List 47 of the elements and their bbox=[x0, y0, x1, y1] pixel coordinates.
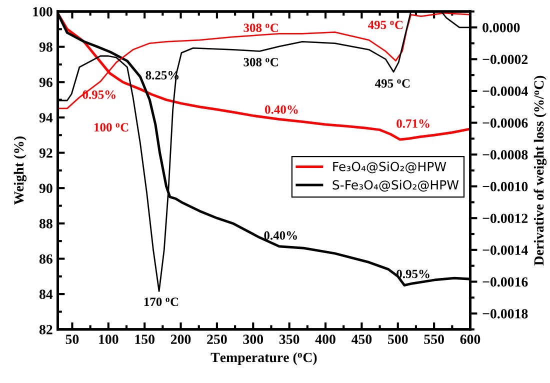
y-tick-label: 100 bbox=[33, 7, 52, 16]
annotation: 0.71% bbox=[396, 119, 430, 128]
y-tick-label: 98 bbox=[39, 42, 52, 52]
y2-axis-title: Derivative of weight loss (%/$^{o}$C) bbox=[534, 76, 547, 266]
x-tick-label: 500 bbox=[388, 334, 408, 344]
y-tick-label: 94 bbox=[39, 113, 53, 122]
x-tick-label: 400 bbox=[315, 334, 336, 344]
y-tick-label: 90 bbox=[39, 184, 52, 194]
annotation: 100 $^{o}$C bbox=[94, 123, 128, 132]
y-tick-label: 88 bbox=[39, 219, 52, 228]
y2-tick-label: 0.0000 bbox=[482, 22, 520, 32]
annotation: 0.40% bbox=[265, 105, 298, 114]
y-tick-label: 92 bbox=[39, 148, 52, 158]
y-tick-label: 86 bbox=[39, 254, 52, 264]
x-tick-label: 600 bbox=[460, 334, 480, 344]
y2-tick-label: −0.0008 bbox=[482, 150, 528, 160]
y-axis-title: Weight (%) bbox=[14, 136, 26, 205]
y2-tick-label: −0.0004 bbox=[482, 86, 528, 96]
annotation: 308 $^{o}$C bbox=[244, 24, 278, 32]
legend-label: Fe₃O₄@SiO₂@HPW bbox=[333, 162, 446, 174]
y2-tick-label: −0.0002 bbox=[482, 54, 528, 64]
x-tick-label: 550 bbox=[424, 334, 444, 344]
x-tick-label: 150 bbox=[135, 334, 154, 344]
annotation: 495 $^{o}$C bbox=[374, 79, 410, 88]
y2-tick-label: −0.0012 bbox=[482, 214, 528, 224]
x-tick-label: 350 bbox=[279, 334, 300, 344]
legend-label: S-Fe₃O₄@SiO₂@HPW bbox=[332, 180, 459, 192]
y2-tick-label: −0.0016 bbox=[482, 277, 528, 287]
annotation: 308 $^{o}$C bbox=[244, 58, 278, 66]
x-tick-label: 100 bbox=[99, 334, 118, 344]
x-tick-label: 50 bbox=[66, 334, 79, 344]
x-axis-title: Temperature ($^{o}$C) bbox=[210, 352, 317, 365]
x-tick-label: 300 bbox=[243, 334, 264, 344]
annotation: 170 $^{o}$C bbox=[144, 298, 178, 306]
x-tick-label: 200 bbox=[170, 334, 191, 344]
annotation: 0.40% bbox=[264, 231, 297, 240]
y2-tick-label: −0.0014 bbox=[482, 245, 528, 255]
annotation: 495 $^{o}$C bbox=[368, 20, 403, 30]
y-tick-label: 96 bbox=[39, 78, 52, 88]
y2-tick-label: −0.0010 bbox=[482, 182, 528, 192]
x-tick-label: 250 bbox=[207, 334, 227, 344]
y-tick-label: 82 bbox=[39, 324, 52, 334]
x-tick-label: 450 bbox=[351, 334, 372, 344]
y2-tick-label: −0.0018 bbox=[482, 309, 528, 318]
y-tick-label: 84 bbox=[39, 290, 53, 300]
annotation: 0.95% bbox=[82, 90, 116, 99]
y2-tick-label: −0.0006 bbox=[482, 118, 528, 128]
